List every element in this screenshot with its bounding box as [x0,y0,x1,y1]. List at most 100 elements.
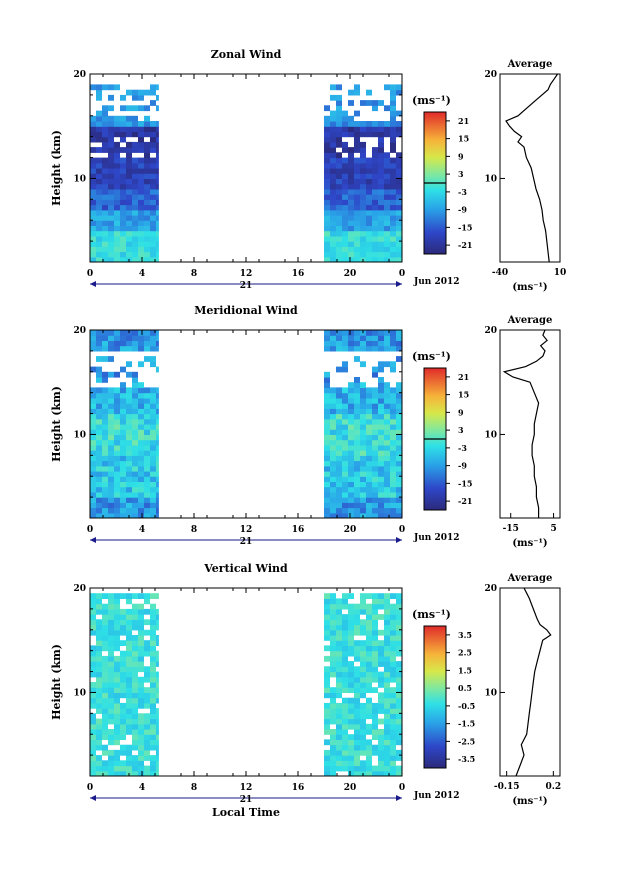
heatmap-cell [114,84,120,91]
heatmap-cell [390,666,396,673]
heatmap-cell [360,413,366,420]
panel-title: Zonal Wind [211,48,282,61]
heatmap-cell [336,450,342,456]
heatmap-cell [360,392,366,399]
heatmap-cell [342,497,348,503]
heatmap-cell [348,687,354,693]
heatmap-cell [342,619,348,626]
heatmap-cell [126,340,132,347]
heatmap-cell [336,424,342,430]
heatmap-cell [108,397,114,404]
heatmap-cell [360,100,366,106]
heatmap-cell [396,194,402,200]
heatmap-cell [108,84,114,91]
x-tick-label: 0 [87,525,93,535]
heatmap-cell [348,439,354,446]
heatmap-cell [348,749,354,756]
heatmap-cell [96,770,102,776]
heatmap-cell [390,692,396,699]
heatmap-cell [366,121,372,127]
heatmap-cell [132,507,138,514]
heatmap-cell [354,450,360,456]
heatmap-cell [330,168,336,174]
heatmap-cell [144,687,150,693]
heatmap-cell [132,755,138,761]
heatmap-cell [156,444,159,451]
heatmap-cell [336,204,342,211]
heatmap-cell [324,188,330,195]
heatmap-cell [366,455,372,462]
heatmap-cell [390,105,396,112]
heatmap-cell [108,444,114,451]
heatmap-cell [138,635,144,641]
heatmap-cell [360,682,366,688]
heatmap-cell [372,512,378,518]
heatmap-cell [324,491,330,498]
heatmap-cell [324,194,330,200]
heatmap-cell [360,744,366,751]
heatmap-cell [330,194,336,200]
heatmap-cell [324,455,330,462]
heatmap-cell [354,481,360,488]
heatmap-cell [90,157,96,164]
heatmap-cell [360,209,366,216]
heatmap-cell [354,424,360,430]
heatmap-cell [360,131,366,138]
colorbar-unit: (ms⁻¹) [412,608,451,621]
heatmap-cell [120,671,126,678]
heatmap-cell [108,603,114,610]
heatmap-cell [324,629,330,636]
heatmap-cell [378,418,384,425]
colorbar-tick-label: -1.5 [458,719,475,729]
heatmap-cell [396,629,402,636]
heatmap-cell [396,619,402,626]
heatmap-cell [390,100,396,106]
heatmap-cell [114,497,120,503]
heatmap-cell [144,593,150,599]
heatmap-cell [348,640,354,646]
heatmap-cell [366,713,372,720]
heatmap-cell [120,608,126,615]
heatmap-cell [156,749,159,756]
heatmap-cell [330,126,336,132]
heatmap-cell [96,126,102,132]
heatmap-cell [360,183,366,190]
heatmap-cell [132,371,138,378]
heatmap-cell [156,241,159,247]
heatmap-cell [324,749,330,756]
heatmap-cell [90,241,96,247]
heatmap-cell [396,729,402,735]
heatmap-cell [102,204,108,211]
heatmap-cell [384,687,390,693]
heatmap-cell [132,676,138,683]
average-y-tick-label: 10 [484,688,497,698]
heatmap-cell [156,770,159,776]
heatmap-cell [396,251,402,258]
heatmap-cell [108,692,114,699]
heatmap-cell [138,593,144,599]
heatmap-cell [342,392,348,399]
heatmap-cell [132,444,138,451]
heatmap-cell [360,215,366,221]
heatmap-cell [336,629,342,636]
heatmap-cell [120,486,126,493]
heatmap-cell [336,136,342,143]
heatmap-cell [360,629,366,636]
heatmap-cell [114,676,120,683]
heatmap-cell [378,131,384,138]
heatmap-cell [102,655,108,662]
heatmap-cell [126,241,132,247]
date-label: Jun 2012 [413,791,460,801]
heatmap-cell [114,603,120,610]
heatmap-cell [144,608,150,615]
heatmap-cell [348,608,354,615]
heatmap-cell [144,486,150,493]
heatmap-cell [96,209,102,216]
heatmap-cell [396,241,402,247]
heatmap-cell [90,256,96,262]
heatmap-cell [396,110,402,117]
heatmap-cell [372,131,378,138]
heatmap-cell [396,157,402,164]
heatmap-cell [108,157,114,164]
heatmap-cell [336,173,342,179]
